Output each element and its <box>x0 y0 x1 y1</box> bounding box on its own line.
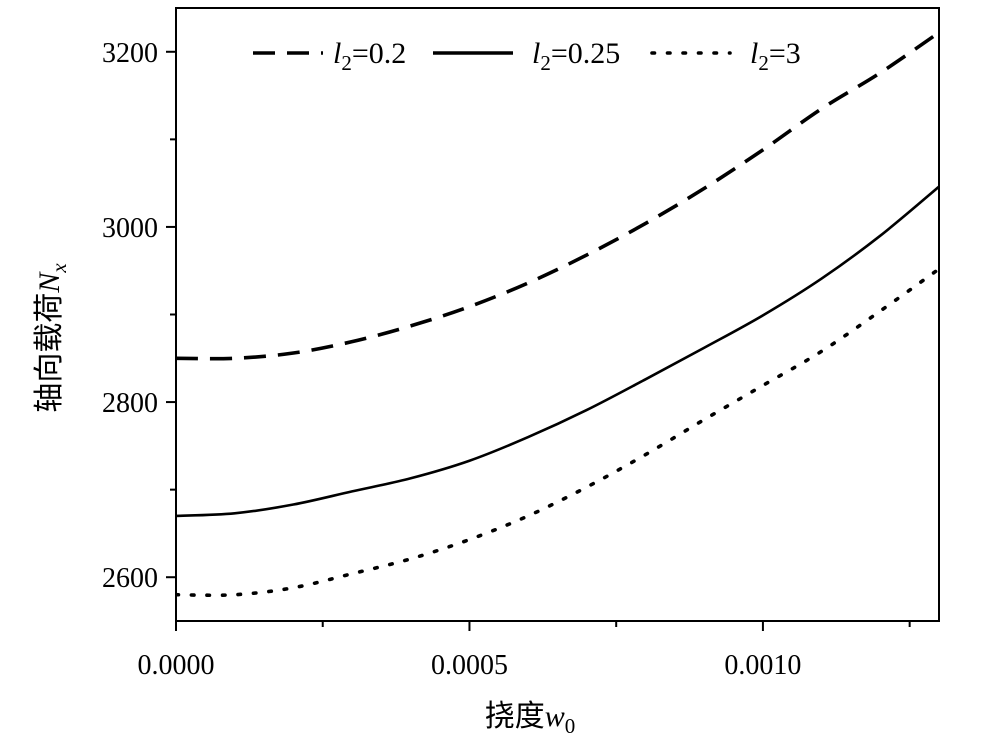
axes-layer: 0.0000 0.0005 0.0010 2600 2800 3000 3200 挠度w0 轴向… <box>33 7 940 738</box>
y-tick-label: 2800 <box>102 388 158 419</box>
legend-label-2: l2=3 <box>750 37 801 75</box>
x-axis-title-symbol: w <box>545 700 565 733</box>
legend-label-symbol: l <box>532 37 540 70</box>
legend-label-0: l2=0.2 <box>333 37 406 75</box>
legend-label-subscript: 2 <box>540 51 551 75</box>
legend-label-value: =0.25 <box>551 37 620 70</box>
series-group <box>176 31 939 598</box>
legend-label-symbol: l <box>750 37 758 70</box>
y-tick-label: 3000 <box>102 213 158 244</box>
series-line-0 <box>176 31 939 361</box>
y-tick-label: 2600 <box>102 563 158 594</box>
y-axis-title: 轴向载荷Nx <box>33 263 71 413</box>
x-axis-title-subscript: 0 <box>565 714 576 738</box>
x-tick-label: 0.0005 <box>431 650 508 681</box>
series-layer <box>176 31 939 598</box>
legend-label-symbol: l <box>333 37 341 70</box>
y-axis-title-symbol: N <box>33 271 66 294</box>
plot-frame <box>175 7 940 622</box>
x-tick-label: 0.0010 <box>724 650 801 681</box>
series-line-1 <box>176 185 939 518</box>
legend-label-value: =0.2 <box>352 37 406 70</box>
y-axis-title-subscript: x <box>47 263 71 274</box>
x-axis-title: 挠度w0 <box>485 700 576 738</box>
series-line-2 <box>176 267 939 598</box>
legend-label-subscript: 2 <box>341 51 352 75</box>
y-tick-label: 3200 <box>102 38 158 69</box>
x-axis-title-prefix: 挠度 <box>485 700 545 733</box>
legend-label-value: =3 <box>769 37 801 70</box>
legend: l2=0.2 l2=0.25 l2=3 <box>253 37 801 75</box>
legend-label-subscript: 2 <box>758 51 769 75</box>
y-axis-title-prefix: 轴向载荷 <box>33 293 66 413</box>
x-tick-label: 0.0000 <box>138 650 215 681</box>
legend-label-1: l2=0.25 <box>532 37 620 75</box>
